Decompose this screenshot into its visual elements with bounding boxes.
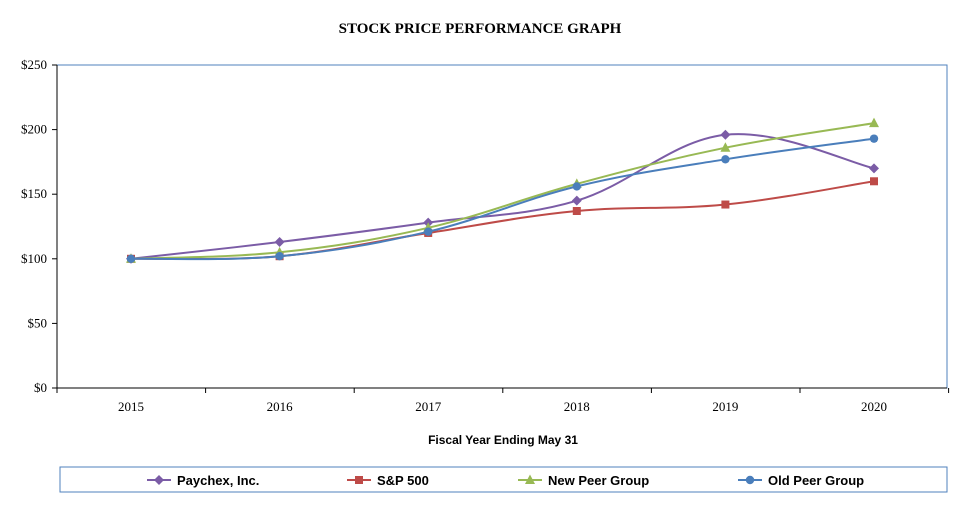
data-point-paychex-inc [869,163,879,174]
data-point-old-peer-group [721,155,730,164]
data-point-new-peer-group [869,117,879,128]
y-tick-label: $50 [28,315,48,330]
data-point-old-peer-group [424,227,433,236]
legend-item-s-p-500: S&P 500 [347,473,429,488]
data-point-old-peer-group [572,182,581,191]
y-tick-label: $150 [21,186,47,201]
legend-item-new-peer-group: New Peer Group [518,473,649,488]
x-tick-label: 2015 [118,399,144,414]
legend-marker [745,475,755,485]
y-tick-label: $100 [21,251,47,266]
plot-area-frame [56,64,948,389]
data-point-old-peer-group [126,254,136,263]
data-point-s-p-500 [721,200,730,209]
legend-label: S&P 500 [377,473,429,488]
y-tick-label: $200 [21,122,47,137]
data-point-old-peer-group [869,134,879,143]
series-old-peer-group [126,134,879,263]
data-point-s-p-500 [572,206,581,215]
legend-label: Old Peer Group [768,473,864,488]
legend-label: Paychex, Inc. [177,473,259,488]
legend-marker [525,474,535,484]
x-axis-label: Fiscal Year Ending May 31 [428,433,578,447]
legend-item-paychex-inc: Paychex, Inc. [147,473,259,488]
legend-item-old-peer-group: Old Peer Group [738,473,864,488]
series-new-peer-group [126,117,879,263]
data-point-paychex-inc [274,237,285,248]
legend-box [59,466,948,493]
series-s-p-500 [127,177,878,263]
chart-title: STOCK PRICE PERFORMANCE GRAPH [339,21,622,37]
x-tick-label: 2020 [861,399,887,414]
series-line-old-peer-group [130,137,875,261]
legend-marker [355,476,363,484]
x-tick-label: 2016 [267,399,294,414]
legend-marker [154,475,164,485]
series-paychex-inc [126,129,879,264]
y-tick-label: $250 [21,57,47,72]
x-tick-label: 2018 [564,399,590,414]
data-point-new-peer-group [720,142,731,152]
x-tick-label: 2017 [415,399,442,414]
data-point-old-peer-group [275,252,284,261]
x-tick-label: 2019 [712,399,738,414]
y-tick-label: $0 [34,380,47,395]
legend-label: New Peer Group [548,473,649,488]
series-line-paychex-inc [130,133,875,260]
data-point-s-p-500 [870,177,878,186]
data-point-paychex-inc [720,129,731,140]
data-point-paychex-inc [571,195,582,206]
series-line-s-p-500 [130,180,875,261]
series-line-new-peer-group [130,122,875,260]
